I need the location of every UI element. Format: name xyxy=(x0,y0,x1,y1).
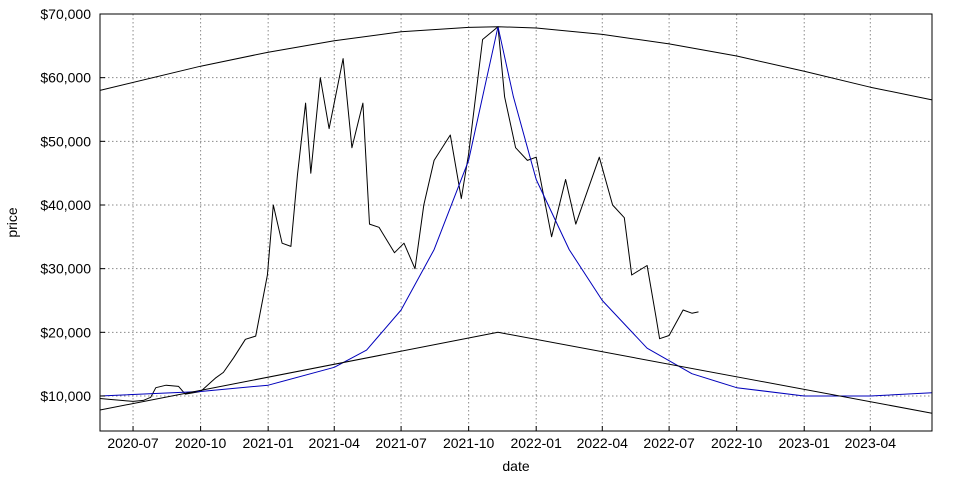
series-layer xyxy=(99,26,933,414)
x-tick-label: 2022-07 xyxy=(643,435,695,451)
series-line-1 xyxy=(99,26,933,397)
y-tick-label: $30,000 xyxy=(40,261,91,277)
x-tick-label: 2023-04 xyxy=(845,435,897,451)
x-tick-label: 2021-10 xyxy=(443,435,495,451)
x-tick-label: 2023-01 xyxy=(779,435,831,451)
y-tick-label: $60,000 xyxy=(40,70,91,86)
y-tick-label: $10,000 xyxy=(40,388,91,404)
x-tick-label: 2020-07 xyxy=(107,435,159,451)
series-line-2 xyxy=(99,26,933,101)
x-tick-label: 2021-04 xyxy=(309,435,361,451)
tick-layer: 2020-07 2020-10 2021-01 2021-04 2021-07 2021-… xyxy=(40,6,896,451)
y-axis-label: price xyxy=(4,207,20,238)
series-line-0 xyxy=(99,26,699,402)
y-tick-label: $50,000 xyxy=(40,133,91,149)
x-tick-label: 2022-10 xyxy=(711,435,763,451)
y-tick-label: $20,000 xyxy=(40,324,91,340)
x-tick-label: 2021-07 xyxy=(375,435,427,451)
x-tick-label: 2022-01 xyxy=(510,435,562,451)
x-axis-label: date xyxy=(502,458,529,474)
plot-frame xyxy=(99,13,933,432)
x-tick-label: 2020-10 xyxy=(175,435,227,451)
x-tick-label: 2022-04 xyxy=(577,435,629,451)
y-tick-label: $40,000 xyxy=(40,197,91,213)
grid-layer xyxy=(100,13,932,431)
y-tick-label: $70,000 xyxy=(40,6,91,22)
series-line-3 xyxy=(99,331,933,414)
x-tick-label: 2021-01 xyxy=(242,435,294,451)
